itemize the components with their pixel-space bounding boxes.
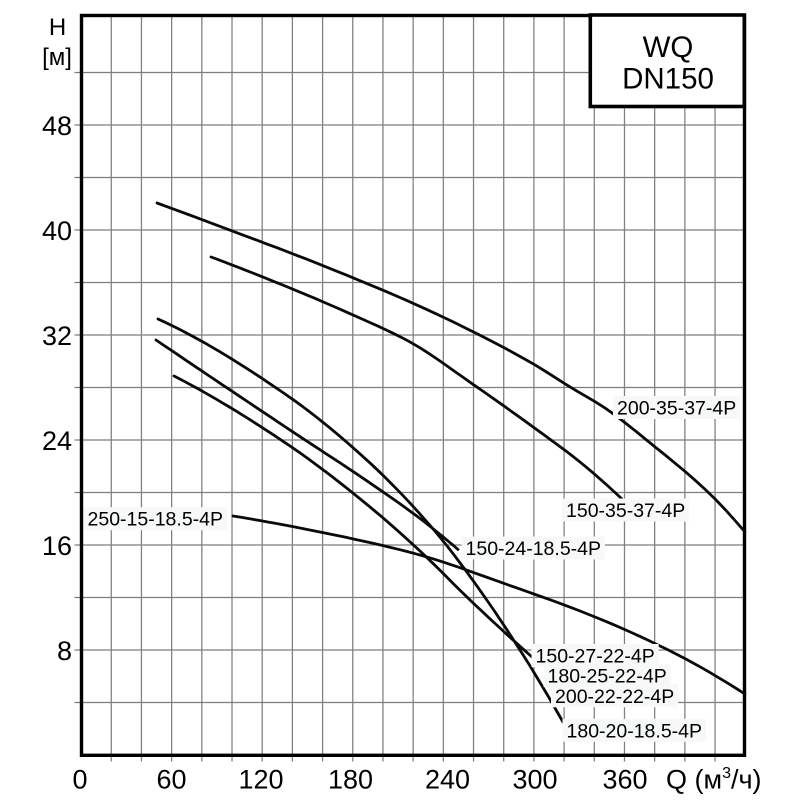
svg-text:180: 180 [328, 765, 373, 795]
svg-text:250-15-18.5-4P: 250-15-18.5-4P [88, 509, 224, 531]
svg-text:200-22-22-4P: 200-22-22-4P [555, 686, 674, 708]
svg-text:16: 16 [42, 531, 72, 561]
svg-text:40: 40 [42, 216, 72, 246]
svg-text:60: 60 [156, 765, 186, 795]
svg-text:0: 0 [72, 765, 87, 795]
svg-text:DN150: DN150 [622, 63, 714, 96]
svg-text:150-27-22-4P: 150-27-22-4P [536, 646, 655, 668]
svg-text:200-35-37-4P: 200-35-37-4P [617, 398, 736, 420]
svg-text:120: 120 [238, 765, 283, 795]
svg-text:180-25-22-4P: 180-25-22-4P [548, 666, 667, 688]
svg-text:180-20-18.5-4P: 180-20-18.5-4P [567, 720, 703, 742]
svg-text:150-24-18.5-4P: 150-24-18.5-4P [466, 538, 602, 560]
svg-text:32: 32 [42, 321, 72, 351]
svg-text:48: 48 [42, 111, 72, 141]
svg-text:150-35-37-4P: 150-35-37-4P [566, 500, 685, 522]
svg-text:Q (м3/ч): Q (м3/ч) [666, 765, 762, 795]
svg-text:300: 300 [512, 765, 557, 795]
svg-text:240: 240 [425, 765, 470, 795]
svg-text:24: 24 [42, 426, 72, 456]
svg-text:360: 360 [602, 765, 647, 795]
svg-text:[м]: [м] [42, 44, 72, 71]
svg-text:H: H [49, 14, 66, 41]
svg-text:WQ: WQ [643, 31, 694, 64]
svg-text:8: 8 [57, 636, 72, 666]
